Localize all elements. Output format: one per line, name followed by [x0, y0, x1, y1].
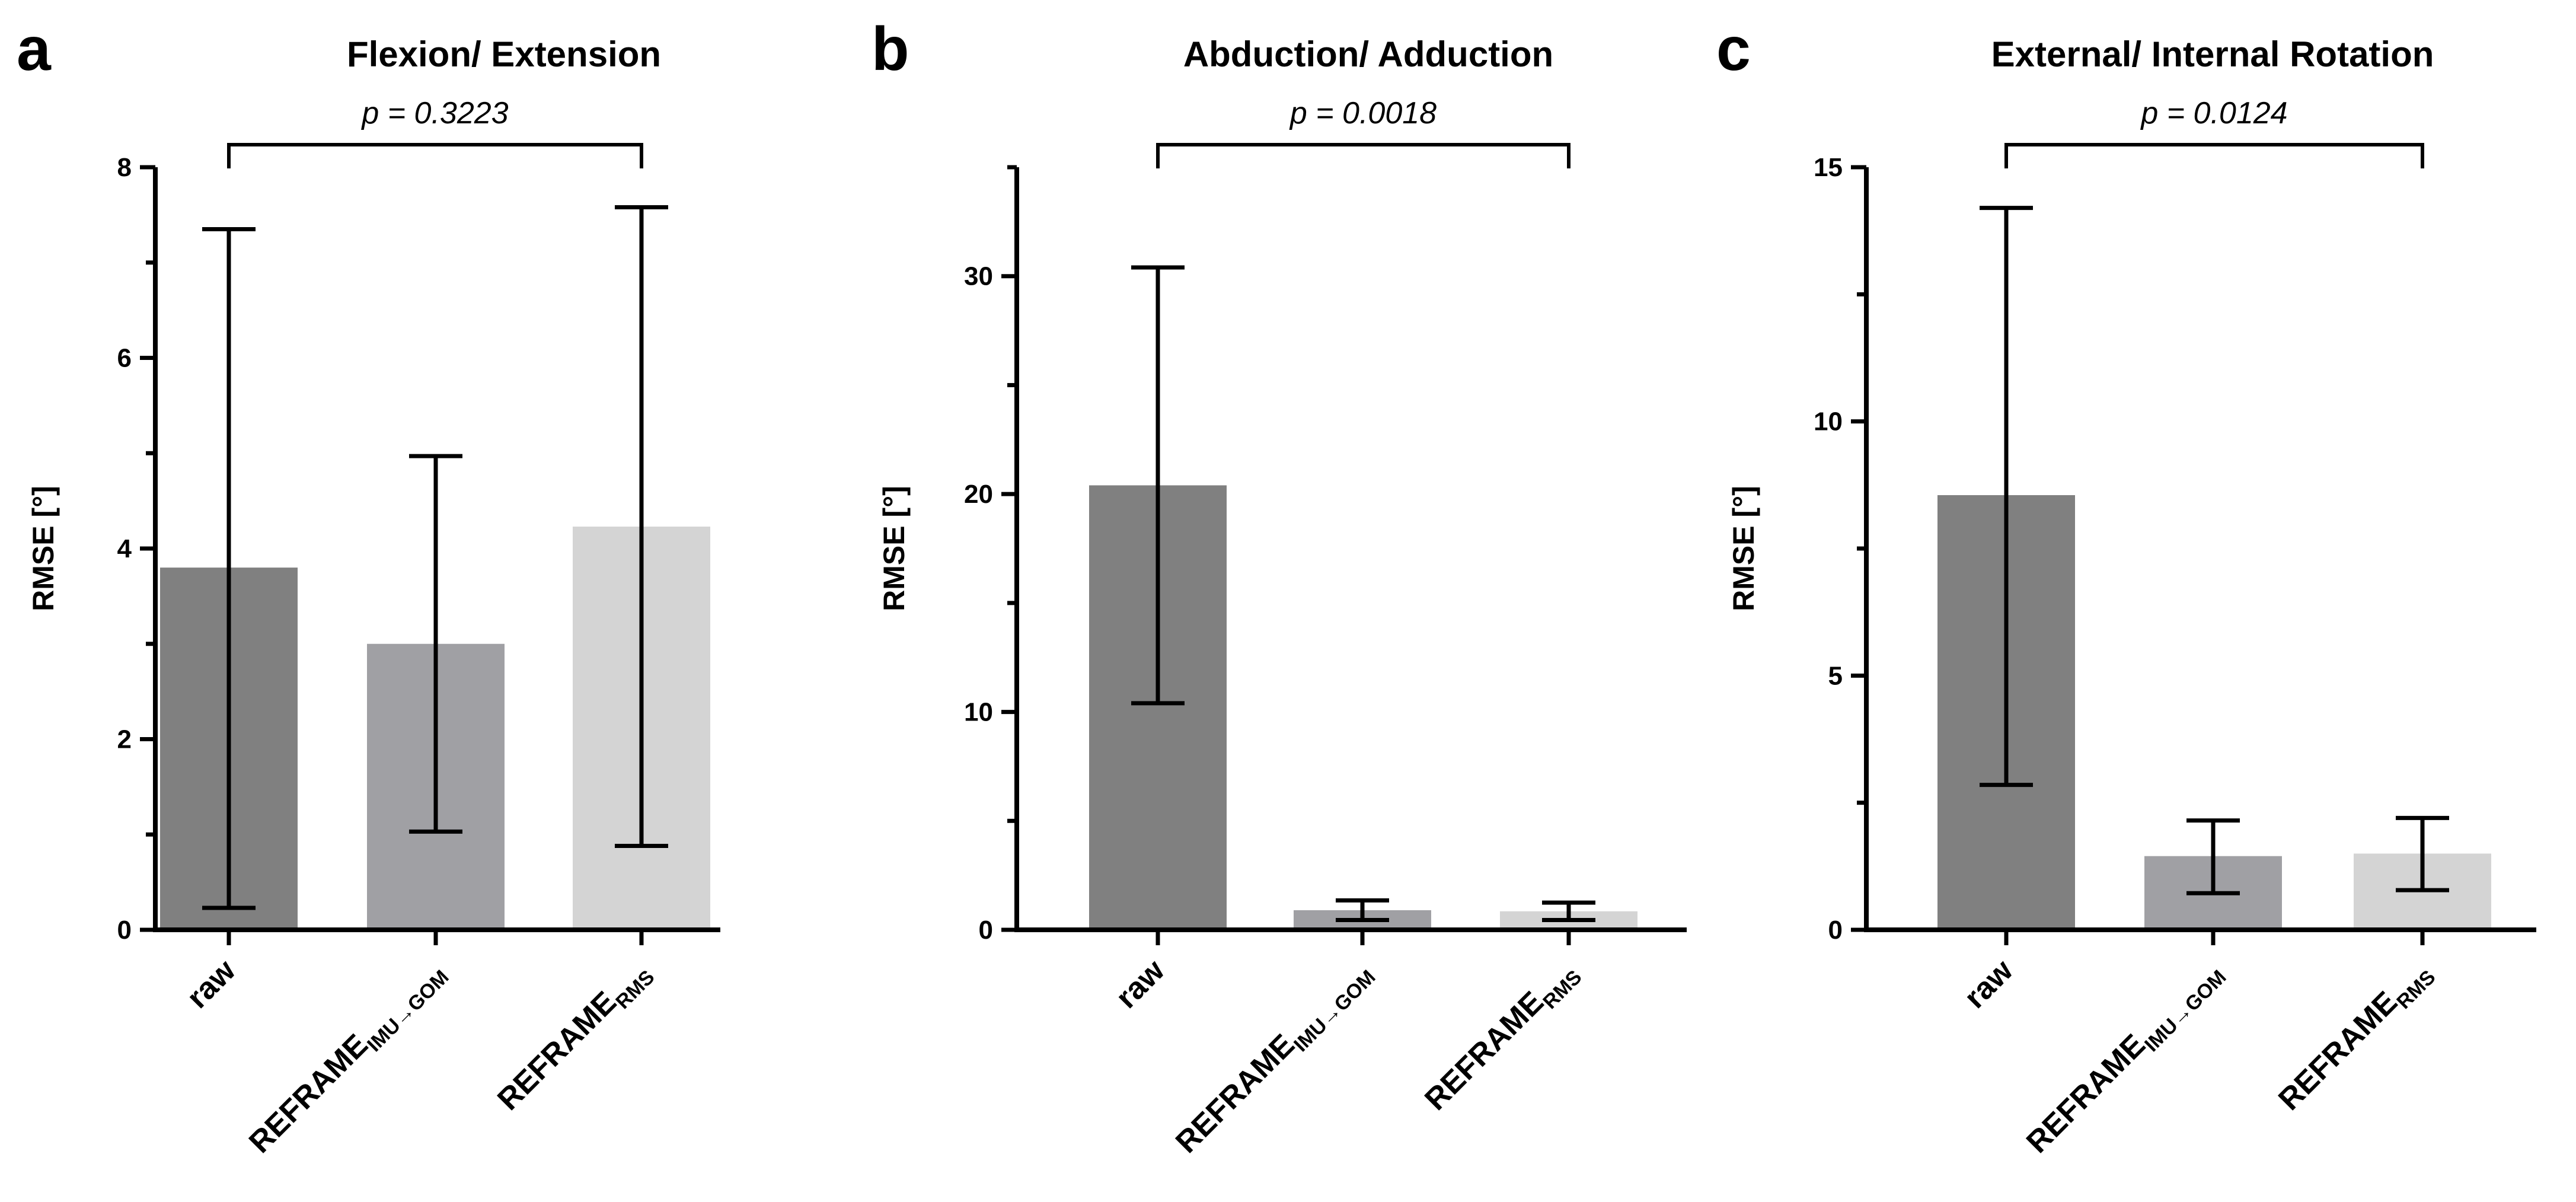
y-tick-label: 4 — [117, 534, 132, 563]
x-tick-label-main: raw — [1109, 953, 1172, 1015]
significance-bracket — [1156, 143, 1571, 168]
y-tick-label: 0 — [979, 916, 993, 945]
y-tick-label: 2 — [117, 725, 132, 754]
panel-letter: a — [17, 15, 52, 84]
x-tick-label-main: REFRAME — [1169, 1028, 1301, 1160]
x-tick-label-main: REFRAME — [242, 1028, 375, 1160]
p-value-label: p = 0.0018 — [1289, 96, 1437, 130]
x-tick-label-1: REFRAMEIMU→GOM — [242, 953, 453, 1163]
panel-letter: b — [872, 15, 909, 84]
y-tick-label: 8 — [117, 153, 132, 182]
x-tick-label-0: raw — [1109, 953, 1172, 1015]
panel-c: c External/ Internal Rotation RMSE [°] 0 5 10… — [1716, 15, 2536, 1163]
chart-title: Abduction/ Adduction — [1183, 34, 1553, 74]
p-value-label: p = 0.3223 — [360, 96, 508, 130]
x-tick-label-1: REFRAMEIMU→GOM — [2020, 953, 2230, 1163]
x-tick-label-0: raw — [180, 953, 242, 1015]
x-tick-label-main: REFRAME — [491, 985, 623, 1117]
significance-bracket — [2004, 143, 2424, 168]
x-tick-label-2: REFRAMERMS — [2272, 953, 2440, 1121]
x-tick-label-subscript: IMU→GOM — [1289, 966, 1380, 1056]
y-tick-label: 10 — [964, 698, 993, 727]
chart-title: External/ Internal Rotation — [1991, 34, 2434, 74]
x-tick-label-main: REFRAME — [1418, 985, 1550, 1117]
chart-title: Flexion/ Extension — [347, 34, 661, 74]
panel-letter: c — [1716, 15, 1751, 84]
y-tick-label: 10 — [1814, 407, 1843, 436]
y-axis-label: RMSE [°] — [1727, 486, 1760, 611]
x-tick-label-main: REFRAME — [2272, 985, 2404, 1117]
significance-bracket — [227, 143, 643, 168]
x-tick-label-main: REFRAME — [2020, 1028, 2152, 1160]
x-tick-label-1: REFRAMEIMU→GOM — [1169, 953, 1380, 1163]
x-tick-label-main: raw — [180, 953, 242, 1015]
x-tick-label-0: raw — [1958, 953, 2020, 1015]
p-value-label: p = 0.0124 — [2140, 96, 2287, 130]
y-tick-label: 0 — [117, 916, 132, 945]
y-tick-label: 30 — [964, 262, 993, 291]
y-tick-label: 6 — [117, 344, 132, 373]
y-axis-label: RMSE [°] — [877, 486, 911, 611]
x-tick-label-subscript: IMU→GOM — [2140, 966, 2230, 1056]
x-tick-label-2: REFRAMERMS — [491, 953, 659, 1121]
y-tick-label: 5 — [1828, 661, 1843, 690]
y-tick-label: 20 — [964, 480, 993, 509]
y-axis-label: RMSE [°] — [27, 486, 60, 611]
x-tick-label-2: REFRAMERMS — [1418, 953, 1586, 1121]
y-tick-label: 0 — [1828, 916, 1843, 945]
x-tick-label-main: raw — [1958, 953, 2020, 1015]
x-tick-label-subscript: IMU→GOM — [363, 966, 453, 1056]
y-tick-label: 15 — [1814, 153, 1843, 182]
